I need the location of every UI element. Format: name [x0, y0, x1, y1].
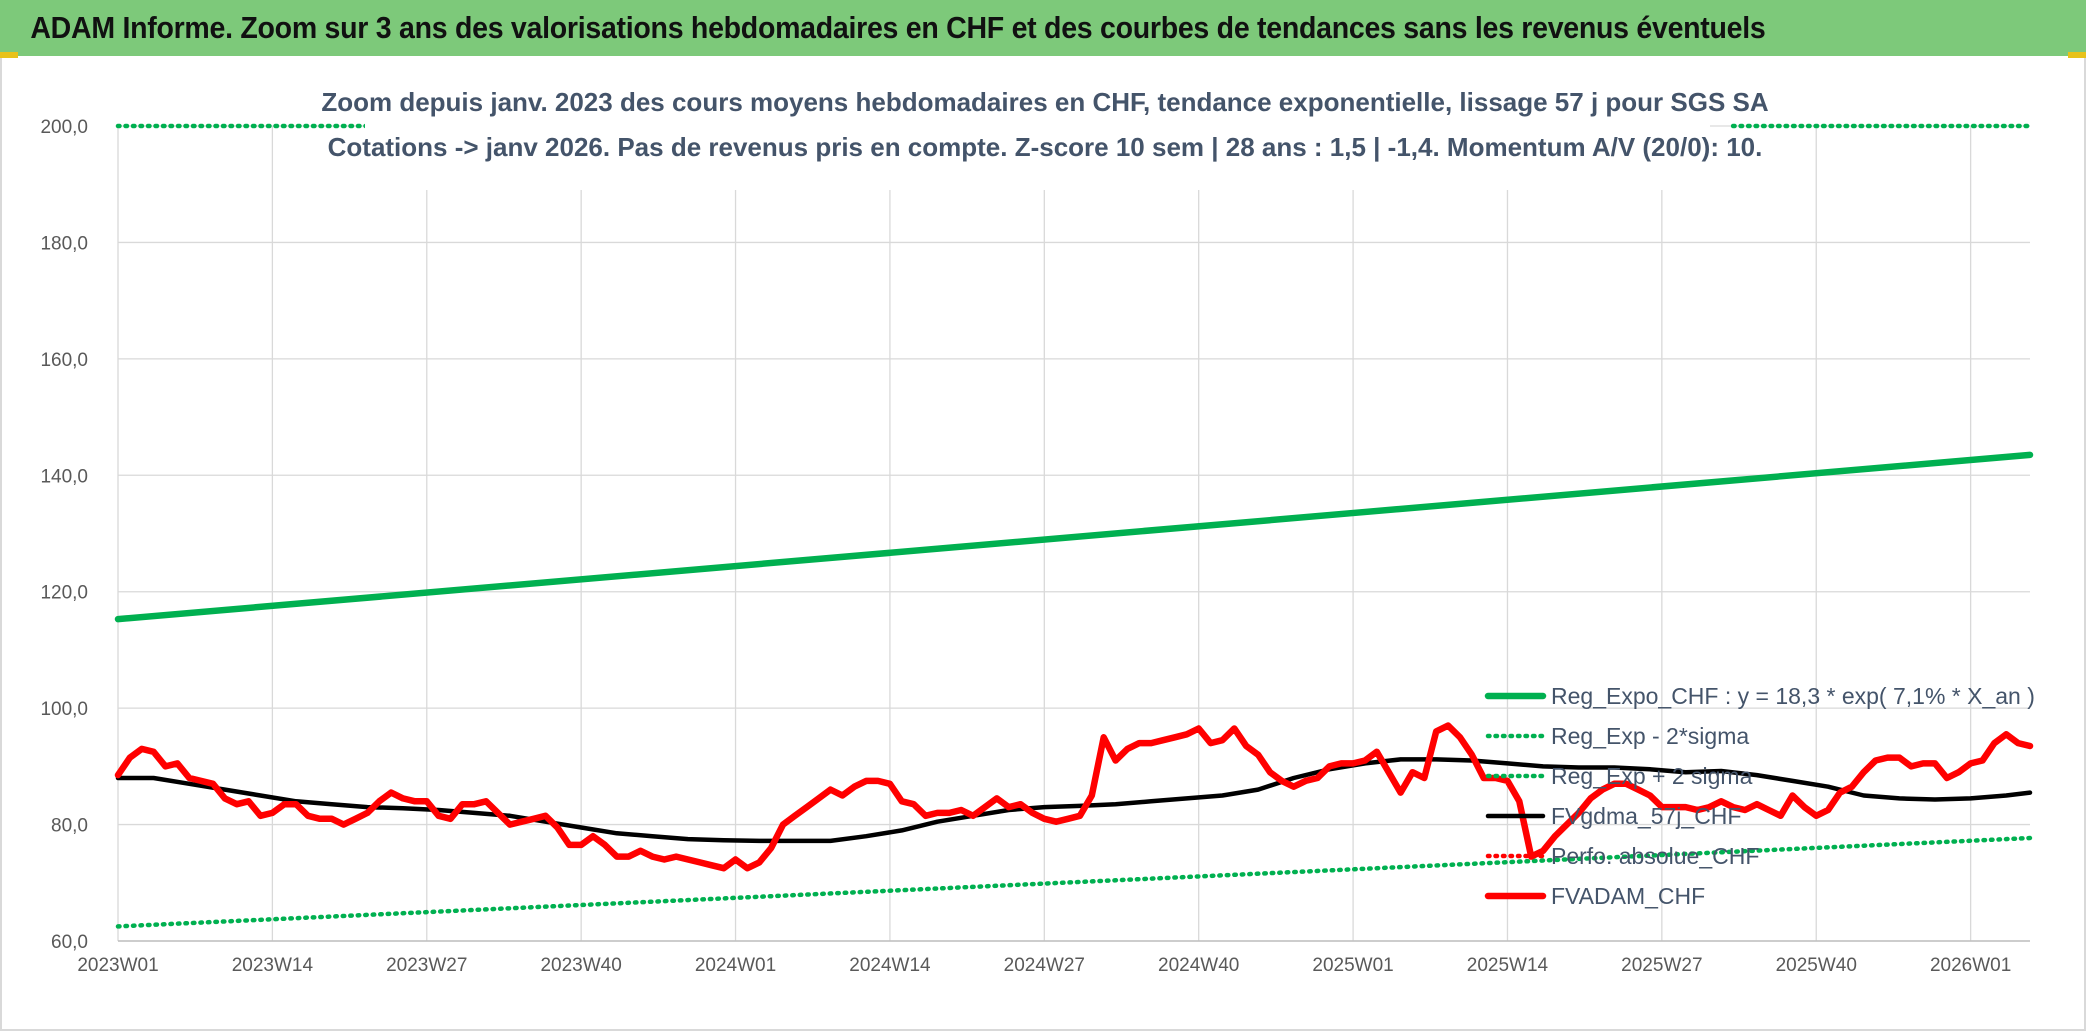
x-tick-label: 2024W01 [695, 955, 776, 976]
series-line-0 [114, 451, 2034, 623]
y-tick-label: 200,0 [40, 117, 88, 138]
x-tick-label: 2025W40 [1776, 955, 1857, 976]
x-tick-label: 2025W27 [1621, 955, 1702, 976]
legend: Reg_Expo_CHF : y = 18,3 * exp( 7,1% * X_… [1484, 683, 2035, 909]
series-line-5 [114, 722, 2034, 872]
x-tick-label: 2023W01 [77, 955, 158, 976]
axis-layer: 200,0180,0160,0140,0120,0100,080,060,020… [40, 117, 2030, 976]
banner-accent-left [0, 52, 18, 58]
legend-label: FVgdma_57j_CHF [1551, 803, 1741, 829]
chart-subtitle: Cotations -> janv 2026. Pas de revenus p… [328, 132, 1763, 162]
legend-label: Reg_Exp + 2 sigma [1551, 763, 1753, 789]
x-tick-label: 2026W01 [1930, 955, 2011, 976]
y-tick-label: 120,0 [40, 583, 88, 604]
y-tick-label: 140,0 [40, 466, 88, 487]
x-tick-label: 2024W27 [1004, 955, 1085, 976]
y-tick-label: 160,0 [40, 350, 88, 371]
y-tick-label: 100,0 [40, 699, 88, 720]
x-tick-label: 2025W01 [1312, 955, 1393, 976]
title-background [365, 80, 1710, 190]
x-tick-label: 2023W14 [232, 955, 314, 976]
y-tick-label: 80,0 [51, 816, 88, 837]
legend-label: Perfo. absolue_CHF [1551, 843, 1759, 869]
grid-layer [117, 125, 2030, 942]
y-tick-label: 60,0 [51, 932, 88, 953]
x-tick-label: 2024W40 [1158, 955, 1239, 976]
x-tick-label: 2023W40 [540, 955, 621, 976]
report-banner: ADAM Informe. Zoom sur 3 ans des valoris… [0, 0, 2086, 56]
banner-accent-right [2068, 52, 2086, 58]
x-tick-label: 2024W14 [849, 955, 931, 976]
y-tick-label: 180,0 [40, 233, 88, 254]
chart-svg: 200,0180,0160,0140,0120,0100,080,060,020… [40, 80, 2035, 976]
series-layer [114, 123, 2034, 929]
x-tick-label: 2023W27 [386, 955, 467, 976]
legend-label: Reg_Expo_CHF : y = 18,3 * exp( 7,1% * X_… [1551, 683, 2035, 709]
legend-label: Reg_Exp - 2*sigma [1551, 723, 1749, 749]
legend-label: FVADAM_CHF [1551, 883, 1705, 909]
banner-title: ADAM Informe. Zoom sur 3 ans des valoris… [30, 10, 1766, 45]
chart-title: Zoom depuis janv. 2023 des cours moyens … [321, 87, 1769, 117]
x-tick-label: 2025W14 [1467, 955, 1549, 976]
series-line-3 [115, 757, 2033, 844]
